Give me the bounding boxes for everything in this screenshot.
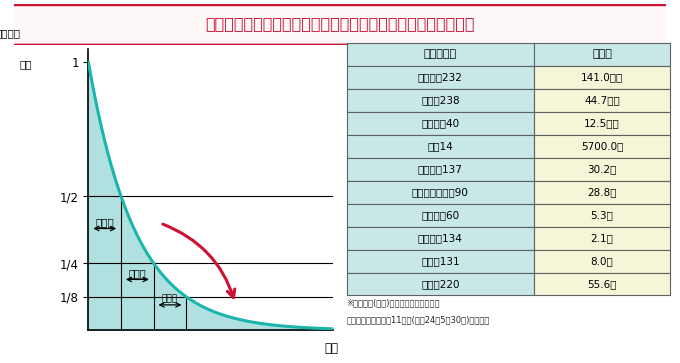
Text: セシウム134: セシウム134: [418, 233, 463, 243]
Bar: [534, 181, 670, 204]
Bar: [347, 273, 534, 295]
Bar: [347, 43, 534, 66]
Text: 5700.0年: 5700.0年: [581, 141, 623, 151]
Text: 時間: 時間: [324, 342, 338, 355]
Bar: [534, 249, 670, 273]
Text: ラドン220: ラドン220: [421, 279, 460, 289]
Text: 30.2年: 30.2年: [588, 164, 617, 174]
Text: カリウム40: カリウム40: [422, 118, 460, 128]
Text: 炭素14: 炭素14: [428, 141, 454, 151]
Text: コバルト60: コバルト60: [422, 210, 460, 220]
Bar: [347, 112, 534, 135]
Bar: [534, 204, 670, 227]
Text: 2.1年: 2.1年: [590, 233, 613, 243]
Bar: [534, 158, 670, 181]
Bar: [534, 43, 670, 66]
Text: 放射性物質: 放射性物質: [424, 49, 457, 59]
Text: ストロンチウム90: ストロンチウム90: [412, 187, 469, 197]
Bar: [534, 273, 670, 295]
Bar: [347, 181, 534, 204]
Bar: [347, 227, 534, 249]
Text: 5.3年: 5.3年: [590, 210, 613, 220]
Bar: [347, 158, 534, 181]
Text: 放射能の: 放射能の: [0, 28, 20, 38]
Bar: [534, 66, 670, 89]
FancyBboxPatch shape: [0, 4, 680, 45]
Bar: [347, 249, 534, 273]
Text: セシウム137: セシウム137: [418, 164, 463, 174]
Text: 8.0日: 8.0日: [591, 256, 613, 266]
Text: 半減期: 半減期: [162, 295, 178, 304]
Text: ヨウ素131: ヨウ素131: [421, 256, 460, 266]
Bar: [347, 204, 534, 227]
Bar: [534, 135, 670, 158]
Text: 放射能（放射線を出す能力）は、時間の経過とともに減少する: 放射能（放射線を出す能力）は、時間の経過とともに減少する: [205, 16, 475, 31]
Bar: [534, 112, 670, 135]
Text: 141.0億年: 141.0億年: [581, 72, 623, 82]
Text: 半減期: 半減期: [95, 217, 114, 228]
Text: 55.6秒: 55.6秒: [588, 279, 617, 289]
Text: 半減期: 半減期: [592, 49, 612, 59]
Bar: [347, 135, 534, 158]
Text: 半減期: 半減期: [129, 268, 146, 278]
Text: 強さ: 強さ: [20, 59, 33, 69]
Text: 12.5億年: 12.5億年: [584, 118, 620, 128]
Text: トリウム232: トリウム232: [418, 72, 463, 82]
Bar: [534, 89, 670, 112]
Text: 「アイソトープ手帳11版」(平成24年5月30日)による。: 「アイソトープ手帳11版」(平成24年5月30日)による。: [347, 316, 490, 325]
Text: ※数値は、(公社)日本アイソトープ協会: ※数値は、(公社)日本アイソトープ協会: [347, 298, 440, 307]
Text: 28.8年: 28.8年: [588, 187, 617, 197]
Bar: [347, 89, 534, 112]
Text: ウラン238: ウラン238: [421, 95, 460, 105]
Bar: [534, 227, 670, 249]
Bar: [347, 66, 534, 89]
Text: 44.7億年: 44.7億年: [584, 95, 620, 105]
